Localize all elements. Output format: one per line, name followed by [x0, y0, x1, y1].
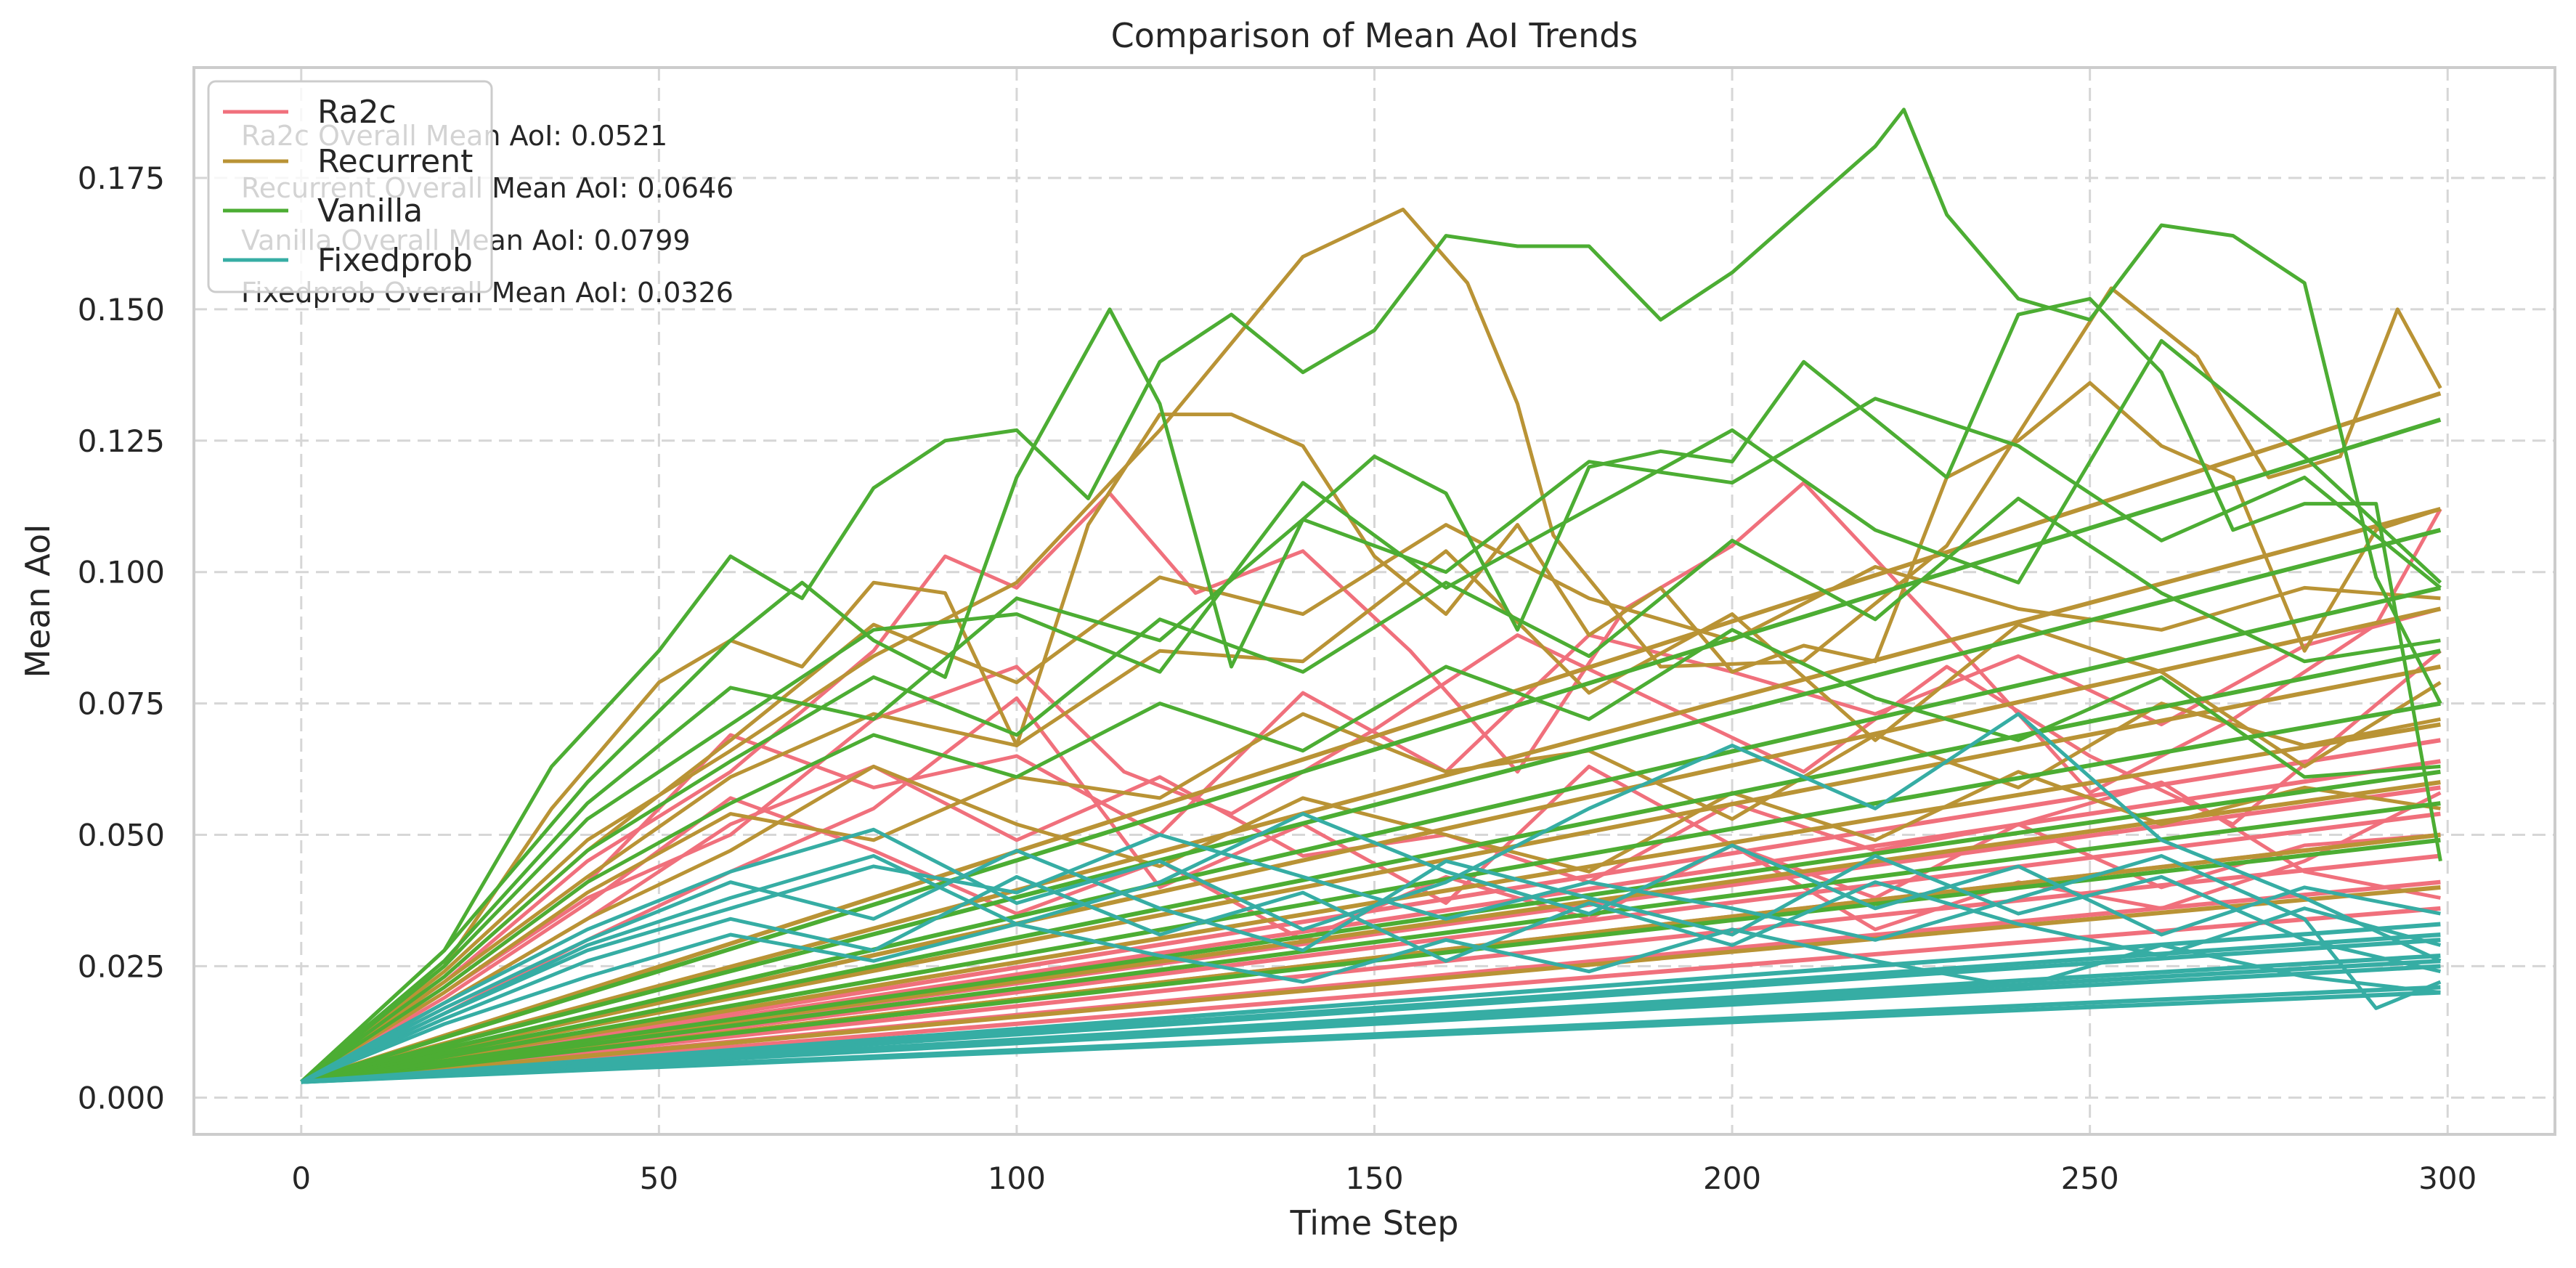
series-line	[301, 606, 2442, 1084]
series-line	[301, 701, 2441, 1084]
series-line	[300, 764, 2441, 1084]
series-line	[300, 381, 2442, 1084]
x-tick-label: 100	[988, 1161, 1046, 1196]
y-tick-label: 0.125	[78, 423, 165, 459]
series-line	[300, 627, 2441, 1084]
series-line	[301, 649, 2441, 1084]
grid-lines	[194, 68, 2555, 1134]
series-line	[300, 506, 2442, 1084]
y-tick-label: 0.025	[78, 948, 165, 984]
y-tick-label: 0.075	[78, 686, 165, 722]
legend: Ra2c Recurrent Vanilla Fixedprob	[207, 80, 493, 293]
series-line	[300, 296, 2442, 1084]
x-tick-label: 200	[1703, 1161, 1761, 1196]
series-line	[300, 391, 2442, 1084]
series-line	[300, 481, 2442, 1084]
axis-ticks: 0 50 100 150 200 250 300 0.000 0.025 0.050 0.075 0.…	[78, 160, 2477, 1196]
series-line	[301, 665, 2441, 1084]
x-tick-label: 150	[1345, 1161, 1403, 1196]
series-line	[301, 922, 2441, 1084]
chart-title: Comparison of Mean AoI Trends	[1111, 16, 1638, 55]
series-line	[300, 417, 2442, 1084]
y-tick-label: 0.000	[78, 1080, 165, 1115]
series-line	[300, 848, 2441, 1084]
series-line	[301, 853, 2441, 1084]
series-line	[300, 922, 2441, 1084]
series-fixedprob	[300, 712, 2442, 1084]
series-line	[300, 338, 2442, 1084]
x-tick-label: 50	[640, 1161, 678, 1196]
series-line	[300, 874, 2442, 1084]
legend-entry-label: Ra2c	[317, 94, 397, 131]
x-tick-label: 300	[2418, 1161, 2477, 1196]
series-line	[300, 833, 2442, 1084]
y-tick-label: 0.175	[78, 160, 165, 196]
series-line	[301, 801, 2441, 1084]
y-tick-label: 0.150	[78, 292, 165, 328]
series-vanilla	[300, 107, 2442, 1084]
series-line	[300, 397, 2442, 1084]
x-tick-label: 0	[291, 1161, 311, 1196]
series-line	[301, 985, 2441, 1084]
plot-frame	[192, 66, 2556, 1136]
y-tick-label: 0.050	[78, 818, 165, 853]
series-line	[301, 953, 2441, 1084]
series-line	[300, 812, 2441, 1084]
x-tick-label: 250	[2061, 1161, 2119, 1196]
series-line	[300, 496, 2441, 1084]
legend-entry-label: Fixedprob	[317, 242, 473, 279]
series-line	[300, 549, 2442, 1084]
series-line	[301, 585, 2442, 1084]
series-line	[301, 722, 2441, 1084]
series-line	[301, 527, 2442, 1084]
series-lines	[300, 107, 2442, 1084]
series-line	[300, 606, 2442, 1084]
x-axis-label: Time Step	[1290, 1203, 1459, 1243]
series-line	[300, 207, 2442, 1084]
y-tick-label: 0.100	[78, 555, 165, 590]
series-line	[300, 702, 2441, 1084]
series-line	[301, 885, 2441, 1084]
y-axis-label: Mean AoI	[18, 524, 57, 678]
legend-entry-label: Vanilla	[317, 192, 423, 229]
legend-entry-label: Recurrent	[317, 143, 473, 180]
legend-box	[207, 80, 493, 293]
